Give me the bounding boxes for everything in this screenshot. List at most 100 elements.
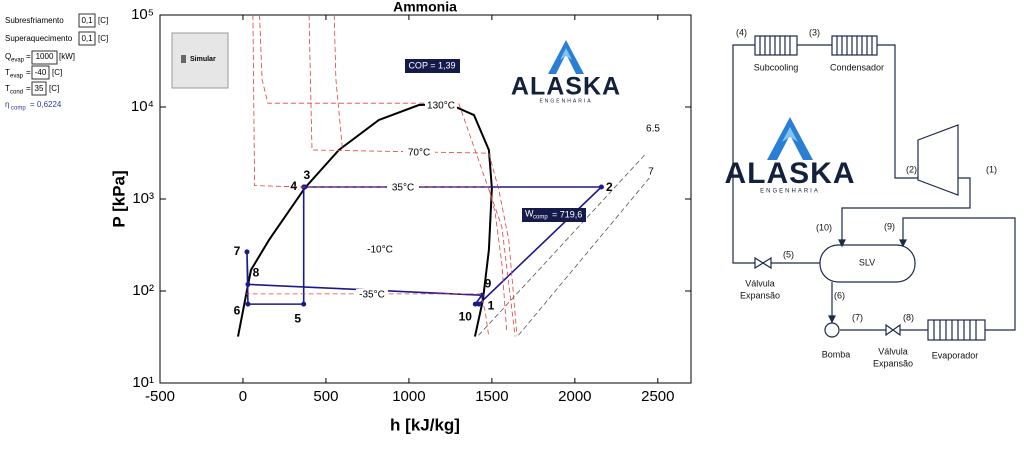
y-tick-label: 10²	[132, 282, 154, 299]
x-axis-label: h [kJ/kg]	[390, 415, 460, 434]
pump	[824, 322, 840, 338]
isoline	[518, 177, 650, 336]
x-tick-label: 0	[239, 388, 247, 405]
input-panel: Subresfriamento 0,1 [C] Superaquecimento…	[5, 13, 108, 112]
chart-title: Ammonia	[393, 0, 457, 15]
equals: =	[26, 52, 31, 61]
isoline-label: 7	[648, 167, 654, 178]
state-point	[245, 281, 251, 287]
logo-tagline: ENGENHARIA	[760, 189, 820, 195]
logo-tagline: ENGENHARIA	[539, 98, 592, 104]
x-tick-label: 1500	[475, 388, 508, 405]
component-label: Evaporador	[932, 350, 979, 360]
input-value[interactable]: 35	[35, 84, 44, 93]
y-axis-label: P [kPa]	[109, 170, 128, 227]
label-bg	[648, 123, 660, 135]
isoline-label: -10°C	[367, 245, 393, 256]
state-label: 10	[459, 309, 473, 323]
input-box[interactable]	[78, 13, 96, 28]
subscript: evap	[10, 74, 24, 80]
result: = 0,6224	[30, 100, 62, 109]
pipe	[877, 44, 922, 179]
isoline	[308, 15, 518, 336]
logo-mountain	[548, 40, 584, 74]
state-point	[301, 301, 307, 307]
simulate-button[interactable]: Simular	[171, 32, 229, 89]
component-label: Válvula	[878, 346, 908, 356]
isoline	[244, 293, 489, 336]
y-tick-label: 10⁵	[131, 6, 154, 23]
process-diagram	[732, 35, 1016, 341]
label-bg	[425, 100, 457, 112]
separator	[819, 244, 916, 283]
label-bg	[356, 289, 388, 301]
state-point	[245, 301, 251, 307]
component-label: Bomba	[822, 349, 851, 359]
pipe	[902, 217, 1016, 331]
label-bg	[364, 244, 396, 256]
state-point	[244, 249, 250, 255]
input-value[interactable]: -40	[35, 68, 47, 77]
state-label: 6	[234, 303, 241, 317]
stream-label: (5)	[783, 249, 794, 259]
x-tick-label: 2000	[558, 388, 591, 405]
wcomp-symbol: W	[525, 208, 534, 218]
input-box[interactable]	[31, 50, 58, 65]
isoline-label: 130°C	[427, 101, 455, 112]
cop-box	[405, 59, 460, 73]
evaporator-hx	[927, 319, 986, 341]
state-point	[472, 301, 478, 307]
subscript: evap	[11, 58, 25, 64]
valve	[761, 256, 772, 270]
isoline-label: 6.5	[646, 124, 660, 135]
unit: [kW]	[59, 52, 75, 61]
plot: -500 0 500 1000 1500 2000 2500 10¹ 10² 10³ 10⁴ 10⁵ 1…	[131, 6, 691, 405]
stream-label: (7)	[852, 312, 863, 322]
valve	[891, 323, 901, 337]
component-label: Expansão	[740, 290, 780, 300]
valve	[754, 256, 765, 270]
wcomp-subscript: comp	[533, 215, 548, 221]
stream-label: (3)	[809, 27, 820, 37]
state-label: 9	[485, 276, 492, 290]
isoline	[259, 15, 516, 337]
input-box[interactable]	[78, 31, 96, 46]
isoline-label: 35°C	[392, 183, 414, 194]
symbol: T	[5, 68, 10, 77]
stream-label: (10)	[816, 222, 832, 232]
button-icon	[181, 55, 186, 63]
input-value[interactable]: 0,1	[81, 34, 93, 43]
condenser-hx	[831, 35, 878, 56]
hx-fins	[836, 36, 873, 55]
y-tick-label: 10⁴	[131, 98, 154, 115]
isoline	[252, 15, 508, 333]
subcooling-hx	[754, 35, 798, 56]
input-value[interactable]: 0,1	[81, 16, 93, 25]
label: Superaquecimento	[5, 34, 73, 43]
symbol: T	[5, 84, 10, 93]
x-tick-label: 1000	[392, 388, 425, 405]
symbol: η	[5, 100, 9, 109]
equals: =	[26, 84, 31, 93]
stream-label: (9)	[884, 221, 895, 231]
arrow	[828, 315, 836, 324]
x-tick-label: -500	[145, 388, 175, 405]
state-label: 1	[488, 298, 495, 312]
isoline-label: 70°C	[408, 148, 430, 159]
button-label[interactable]: Simular	[190, 56, 216, 63]
unit: [C]	[98, 16, 108, 25]
valve	[885, 323, 895, 337]
input-box[interactable]	[31, 81, 47, 96]
unit: [C]	[52, 68, 62, 77]
wcomp-value: = 719,6	[552, 209, 582, 219]
pipe	[732, 44, 755, 264]
hx-fins	[759, 36, 791, 55]
input-box[interactable]	[31, 65, 50, 80]
component-label: Válvula	[745, 278, 775, 288]
stream-label: (4)	[736, 27, 747, 37]
input-value[interactable]: 1000	[36, 52, 54, 61]
label-bg	[646, 166, 658, 178]
y-tick-label: 10¹	[132, 374, 154, 391]
stream-label: (2)	[906, 164, 917, 174]
